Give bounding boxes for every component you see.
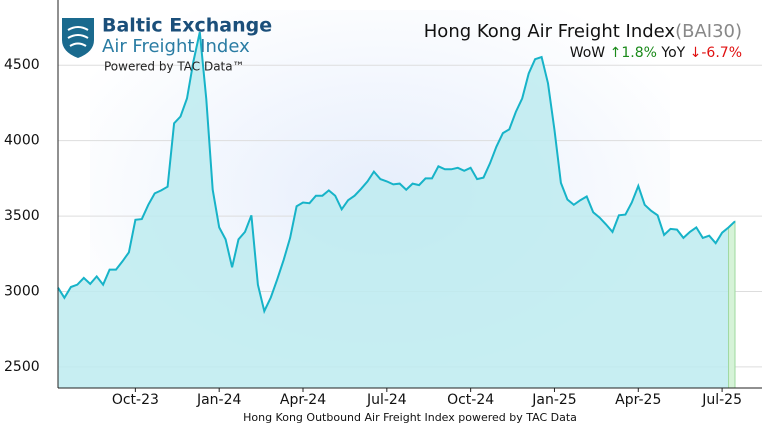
title-main: Hong Kong Air Freight Index (424, 21, 676, 42)
x-tick-label: Apr-24 (280, 392, 326, 408)
x-tick-label: Jan-24 (196, 392, 242, 408)
y-tick-label: 2500 (4, 359, 40, 375)
product: Air Freight Index (102, 36, 250, 57)
y-tick-label: 4000 (4, 133, 40, 149)
logo-waves (67, 26, 89, 47)
y-tick-label: 3500 (4, 208, 40, 224)
y-tick-label: 3000 (4, 283, 40, 299)
title: Hong Kong Air Freight Index(BAI30) (424, 21, 742, 42)
x-tick-label: Jan-25 (531, 392, 576, 408)
yoy-change: ↓-6.7% (690, 45, 742, 61)
logo-icon (62, 18, 94, 58)
area (58, 32, 735, 388)
wow-change: ↑1.8% (610, 45, 657, 61)
powered-by: Powered by TAC Data™ (104, 60, 245, 74)
wow-label: WoW (570, 45, 606, 61)
highlight-area (728, 220, 736, 389)
x-tick-label: Oct-24 (447, 392, 494, 408)
changes: WoW ↑1.8% YoY ↓-6.7% (570, 45, 742, 61)
yoy-label: YoY (660, 45, 685, 61)
x-tick-label: Jul-24 (366, 392, 407, 408)
x-tick-label: Oct-23 (112, 392, 159, 408)
line (57, 31, 736, 315)
x-tick-label: Jul-25 (701, 392, 742, 408)
brand: Baltic Exchange (102, 15, 272, 37)
x-axis-label: Hong Kong Outbound Air Freight Index pow… (243, 411, 577, 424)
title-suffix: (BAI30) (675, 21, 742, 42)
x-tick-label: Apr-25 (615, 392, 661, 408)
y-tick-label: 4500 (4, 57, 40, 73)
